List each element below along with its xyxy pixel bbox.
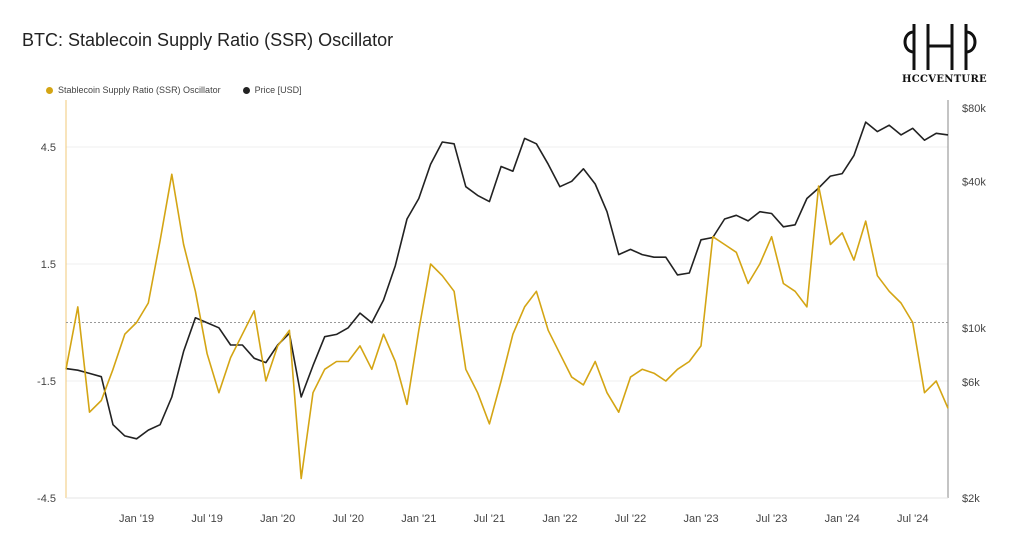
x-tick-label: Jan '22 xyxy=(542,513,577,525)
x-tick-label: Jul '23 xyxy=(756,513,787,525)
y-left-tick-label: 4.5 xyxy=(41,142,56,154)
x-tick-label: Jan '23 xyxy=(683,513,718,525)
chart-title: BTC: Stablecoin Supply Ratio (SSR) Oscil… xyxy=(22,30,394,50)
x-tick-label: Jul '24 xyxy=(897,513,928,525)
y-right-tick-label: $80k xyxy=(962,103,986,115)
series-line-ssr xyxy=(65,173,949,480)
x-tick-label: Jan '24 xyxy=(825,513,860,525)
y-left-tick-label: -1.5 xyxy=(37,376,56,388)
legend-dot-icon xyxy=(46,86,53,94)
x-tick-label: Jul '19 xyxy=(191,513,222,525)
logo-wordmark: HCCVENTURE xyxy=(902,74,987,85)
y-left-tick-label: -4.5 xyxy=(37,493,56,505)
y-right-tick-label: $40k xyxy=(962,176,986,188)
y-left-tick-label: 1.5 xyxy=(41,259,56,271)
x-tick-label: Jul '22 xyxy=(615,513,646,525)
hcc-logo-icon xyxy=(903,24,977,70)
x-tick-label: Jul '20 xyxy=(333,513,364,525)
y-right-tick-label: $2k xyxy=(962,493,980,505)
legend-item-ssr[interactable]: Stablecoin Supply Ratio (SSR) Oscillator xyxy=(46,85,221,95)
legend-label-price: Price [USD] xyxy=(254,85,302,95)
y-right-tick-label: $10k xyxy=(962,323,986,335)
y-right-tick-label: $6k xyxy=(962,377,980,389)
x-tick-label: Jan '21 xyxy=(401,513,436,525)
series-line-price xyxy=(65,121,949,440)
legend-dot-icon xyxy=(242,86,250,94)
legend-item-price[interactable]: Price [USD] xyxy=(242,85,302,95)
chart-legend: Stablecoin Supply Ratio (SSR) Oscillator… xyxy=(46,85,302,95)
x-tick-label: Jul '21 xyxy=(474,513,505,525)
legend-label-ssr: Stablecoin Supply Ratio (SSR) Oscillator xyxy=(58,85,221,95)
x-tick-label: Jan '19 xyxy=(119,513,154,525)
x-tick-label: Jan '20 xyxy=(260,513,295,525)
